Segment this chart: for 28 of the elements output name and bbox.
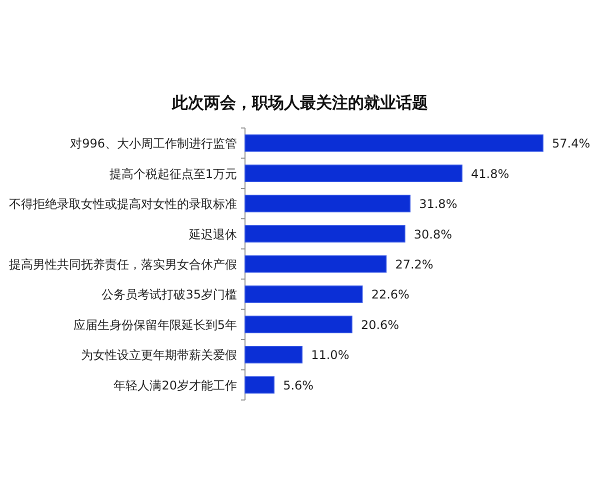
y-tick-label: 公务员考试打破35岁门槛 [102, 288, 237, 302]
y-tick-label: 提高男性共同抚养责任，落实男女合休产假 [9, 258, 237, 272]
bar [244, 225, 406, 242]
data-label: 41.8% [471, 166, 510, 181]
y-tick-label: 延迟退休 [188, 227, 237, 242]
data-label: 11.0% [311, 348, 350, 362]
y-tick-label: 年轻人满20岁才能工作 [114, 378, 237, 392]
chart-title: 此次两会，职场人最关注的就业话题 [171, 93, 428, 112]
bar [244, 194, 410, 212]
data-label: 30.8% [414, 227, 452, 242]
data-label: 22.6% [371, 288, 410, 302]
bar [244, 316, 352, 334]
y-tick-label: 为女性设立更年期带薪关爱假 [81, 348, 237, 362]
bar [244, 286, 363, 303]
y-tick-label: 对996、大小周工作制进行监管 [70, 136, 237, 151]
bar [244, 164, 462, 182]
y-tick-label: 应届生身份保留年限延长到5年 [73, 318, 237, 332]
data-label: 20.6% [360, 318, 400, 332]
bar [244, 346, 303, 364]
y-tick-label: 提高个税起征点至1万元 [109, 166, 237, 181]
data-label: 57.4% [552, 136, 590, 151]
y-tick-label: 不得拒绝录取女性或提高对女性的录取标准 [9, 197, 237, 212]
bar [244, 134, 544, 152]
bar [244, 376, 274, 394]
bar [244, 255, 387, 273]
data-label: 5.6% [283, 378, 314, 392]
data-label: 31.8% [419, 197, 458, 212]
data-label: 27.2% [395, 258, 434, 272]
